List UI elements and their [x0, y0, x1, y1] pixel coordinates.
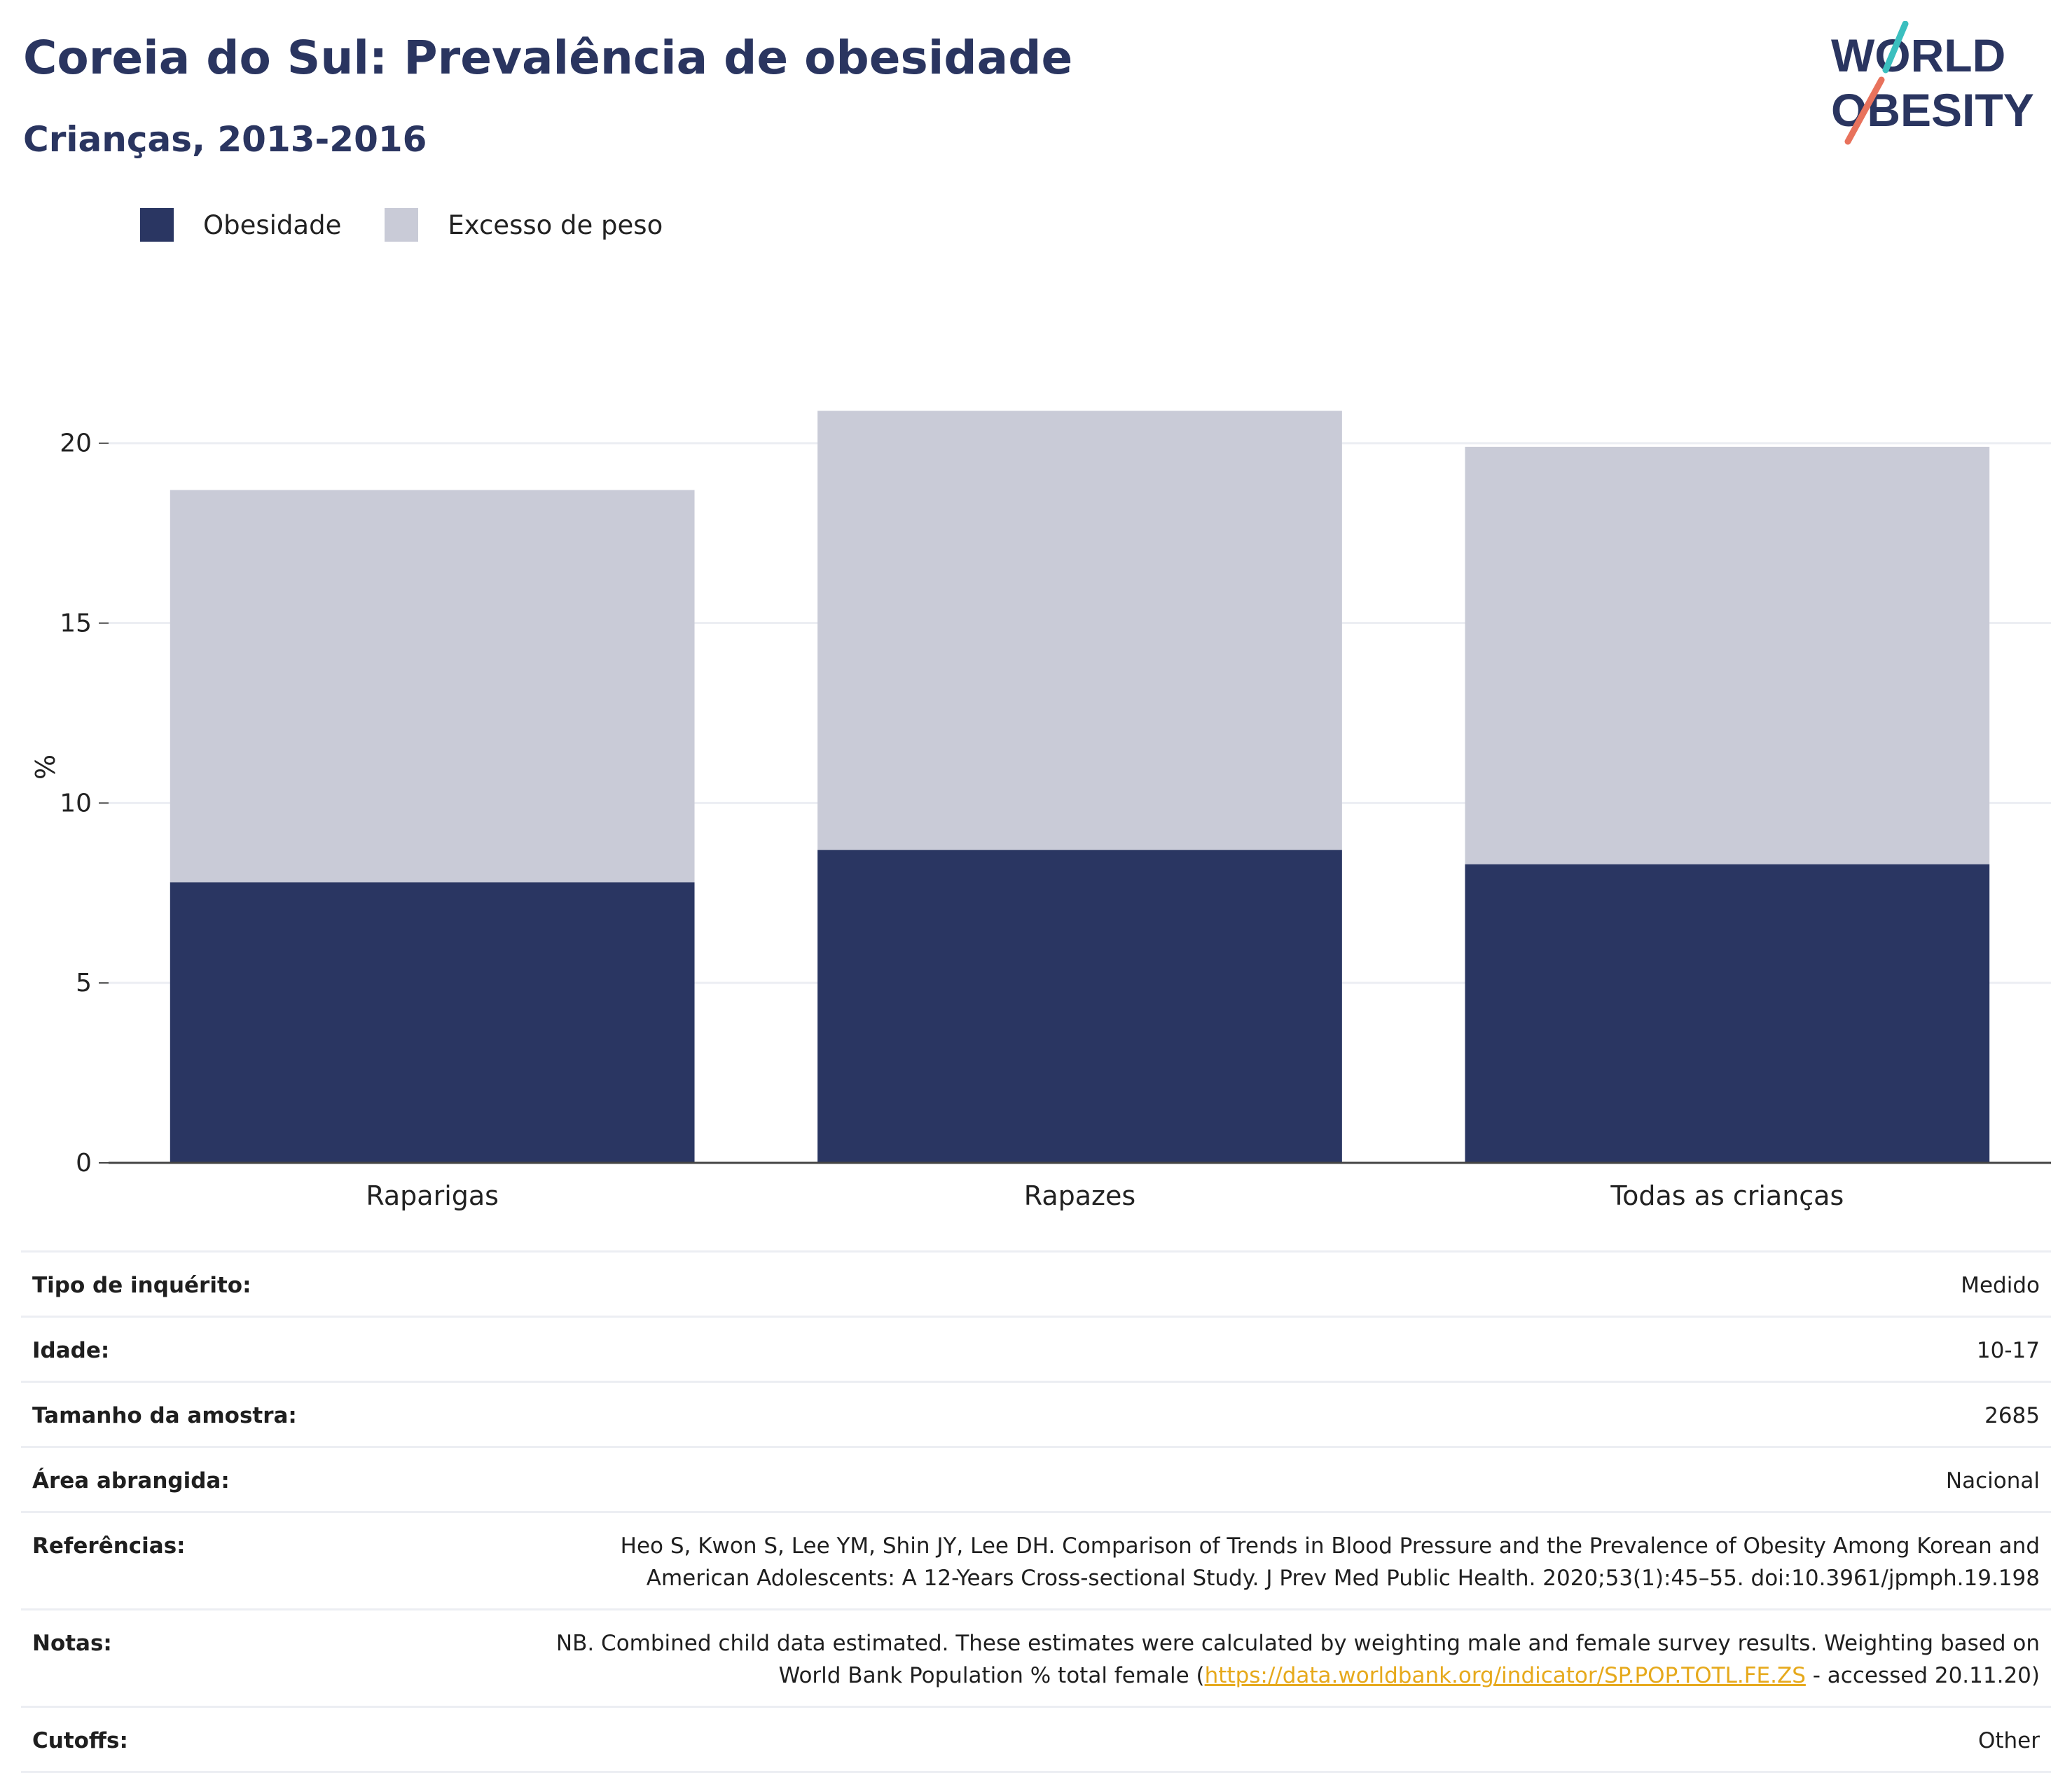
- meta-value: 10-17: [1976, 1338, 2040, 1363]
- meta-label: Cutoffs:: [32, 1728, 128, 1753]
- y-axis-label: %: [30, 754, 61, 780]
- x-tick-label: Todas as crianças: [1610, 1180, 1844, 1211]
- table-row: Notas: NB. Combined child data estimated…: [21, 1609, 2051, 1707]
- y-tick-label: 20: [60, 429, 92, 458]
- bar-obesity: [817, 850, 1342, 1163]
- reference-line-1: Heo S, Kwon S, Lee YM, Shin JY, Lee DH. …: [620, 1533, 2040, 1559]
- meta-value-references: Heo S, Kwon S, Lee YM, Shin JY, Lee DH. …: [408, 1512, 2051, 1610]
- chart-title: Coreia do Sul: Prevalência de obesidade: [23, 31, 1073, 85]
- table-row: Referências: Heo S, Kwon S, Lee YM, Shin…: [21, 1512, 2051, 1610]
- notes-line-1: NB. Combined child data estimated. These…: [555, 1631, 2040, 1656]
- logo-text-world: WORLD: [1831, 29, 2005, 81]
- meta-value: 2685: [1984, 1403, 2040, 1428]
- legend-item-overweight[interactable]: Excesso de peso: [385, 208, 663, 242]
- world-obesity-logo: WORLD OBESITY: [1831, 21, 2034, 145]
- table-row: Tipo de inquérito: Medido: [21, 1251, 2051, 1317]
- logo-slash-coral: [1844, 76, 1885, 145]
- legend-swatch-overweight: [385, 208, 419, 242]
- reference-line-2: American Adolescents: A 12-Years Cross-s…: [646, 1566, 2040, 1591]
- meta-label: Idade:: [32, 1338, 110, 1363]
- meta-label: Referências:: [32, 1533, 186, 1559]
- survey-metadata-table: Tipo de inquérito: Medido Idade: 10-17 T…: [21, 1250, 2051, 1773]
- x-tick-label: Rapazes: [1024, 1180, 1135, 1211]
- meta-value: Nacional: [1945, 1468, 2040, 1493]
- legend-item-obesity[interactable]: Obesidade: [140, 208, 341, 242]
- bar-obesity: [170, 882, 695, 1163]
- legend-label-obesity: Obesidade: [203, 209, 342, 240]
- notes-line-2-prefix: World Bank Population % total female (: [778, 1663, 1205, 1688]
- table-row: Cutoffs: Other: [21, 1706, 2051, 1772]
- bar-overweight: [170, 490, 695, 883]
- chart-legend: Obesidade Excesso de peso: [140, 208, 706, 242]
- meta-value-notes: NB. Combined child data estimated. These…: [408, 1610, 2051, 1707]
- y-tick-label: 15: [60, 609, 92, 638]
- table-row: Idade: 10-17: [21, 1316, 2051, 1382]
- legend-swatch-obesity: [140, 208, 174, 242]
- meta-label: Tipo de inquérito:: [32, 1273, 251, 1298]
- bar-overweight: [1465, 446, 1990, 864]
- bar-chart: 0 5 10 15 20% Raparigas Rapazes Todas as crianç…: [30, 411, 2051, 1211]
- meta-value: Other: [1977, 1728, 2040, 1753]
- meta-label: Tamanho da amostra:: [32, 1403, 297, 1428]
- table-row: Tamanho da amostra: 2685: [21, 1381, 2051, 1447]
- table-row: Área abrangida: Nacional: [21, 1447, 2051, 1512]
- meta-label: Área abrangida:: [32, 1468, 230, 1493]
- worldbank-link[interactable]: https://data.worldbank.org/indicator/SP.…: [1204, 1663, 1806, 1688]
- bar-overweight: [817, 411, 1342, 850]
- bar-obesity: [1465, 864, 1990, 1163]
- meta-value: Medido: [1961, 1273, 2040, 1298]
- y-tick-label: 10: [60, 789, 92, 817]
- notes-line-2: World Bank Population % total female (ht…: [419, 1660, 2040, 1692]
- x-tick-label: Raparigas: [366, 1180, 499, 1211]
- chart-subtitle: Crianças, 2013-2016: [23, 119, 427, 160]
- legend-label-overweight: Excesso de peso: [448, 209, 663, 240]
- meta-label: Notas:: [32, 1631, 112, 1656]
- notes-line-2-suffix: - accessed 20.11.20): [1805, 1663, 2040, 1688]
- y-tick-label: 5: [76, 969, 92, 998]
- logo-slash-teal: [1882, 21, 1909, 74]
- y-tick-label: 0: [76, 1149, 92, 1178]
